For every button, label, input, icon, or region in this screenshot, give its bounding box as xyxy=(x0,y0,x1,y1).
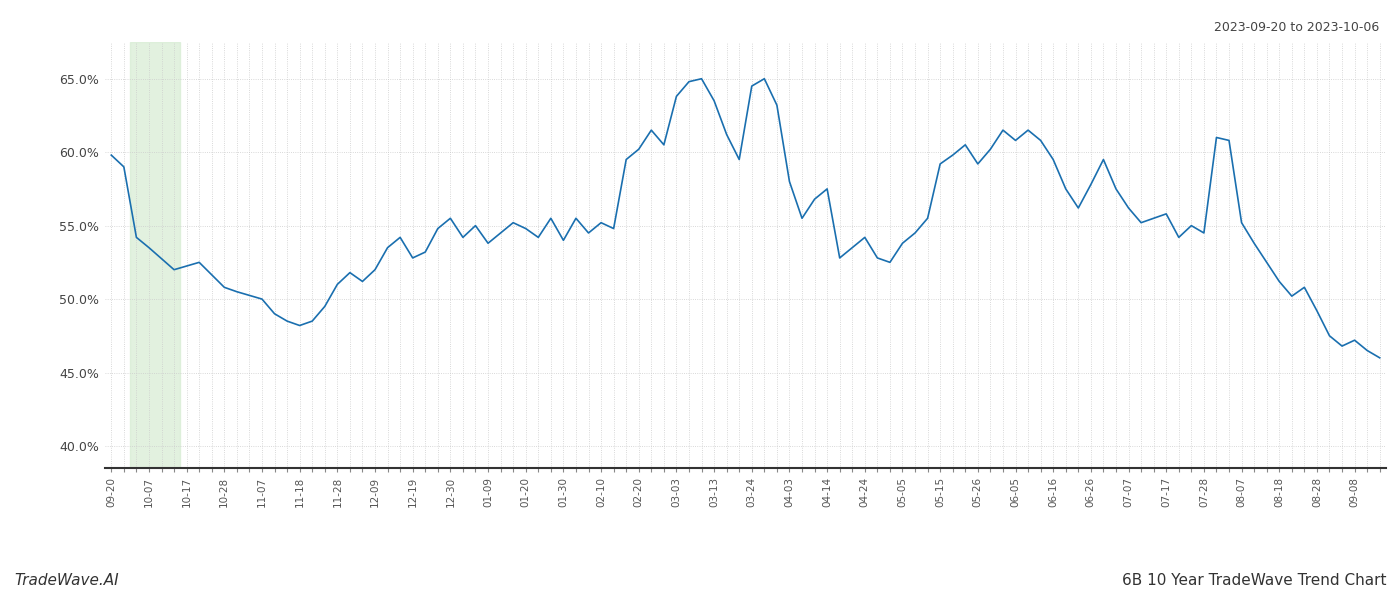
Bar xyxy=(130,42,181,468)
Text: 2023-09-20 to 2023-10-06: 2023-09-20 to 2023-10-06 xyxy=(1214,21,1379,34)
Text: TradeWave.AI: TradeWave.AI xyxy=(14,573,119,588)
Text: 6B 10 Year TradeWave Trend Chart: 6B 10 Year TradeWave Trend Chart xyxy=(1121,573,1386,588)
